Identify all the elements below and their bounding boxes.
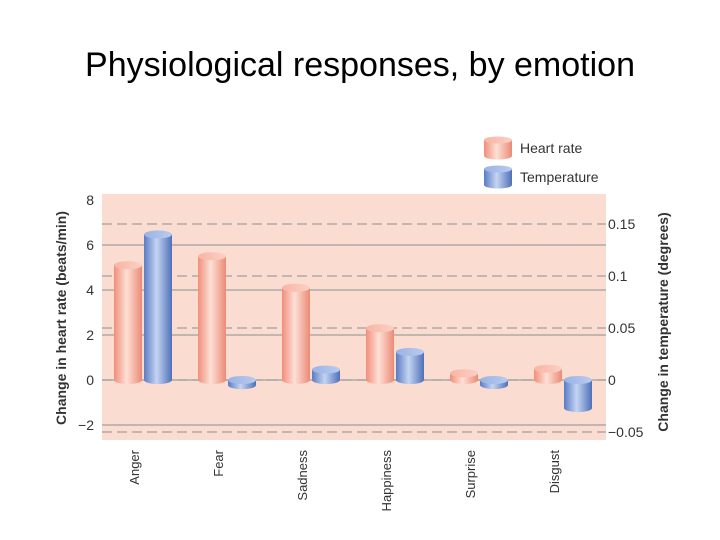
left-tick-label: 0 — [86, 372, 94, 388]
bars — [114, 230, 592, 413]
left-tick-label: −2 — [78, 417, 94, 433]
heart-rate-bar — [534, 364, 562, 384]
left-axis-title: Change in heart rate (beats/min) — [53, 211, 69, 425]
temperature-bar — [480, 376, 508, 389]
right-tick-label: 0 — [608, 372, 616, 388]
right-axis-title: Change in temperature (degrees) — [655, 212, 671, 431]
legend-swatch-temperature — [484, 165, 512, 189]
left-axis-ticks: −2 0 2 4 6 8 — [78, 192, 94, 433]
right-axis-ticks: −0.05 0 0.05 0.1 0.15 — [608, 216, 644, 440]
heart-rate-bar — [114, 261, 142, 384]
temperature-bar — [396, 347, 424, 384]
right-tick-label: 0.05 — [608, 320, 635, 336]
heart-rate-bar — [282, 283, 310, 384]
temperature-bar — [312, 365, 340, 384]
heart-rate-bar — [366, 324, 394, 384]
legend-label-temperature: Temperature — [520, 169, 599, 185]
temperature-bar — [228, 376, 256, 390]
temperature-bar — [564, 376, 592, 413]
category-label: Disgust — [547, 450, 562, 494]
heart-rate-bar — [450, 369, 478, 384]
temperature-bar — [144, 230, 172, 384]
grid-lines — [102, 223, 606, 433]
category-label: Sadness — [295, 450, 310, 501]
legend-label-heart-rate: Heart rate — [520, 140, 582, 156]
plot-background — [102, 194, 606, 440]
heart-rate-bar — [198, 252, 226, 384]
category-label: Happiness — [379, 450, 394, 512]
left-tick-label: 6 — [86, 237, 94, 253]
left-tick-label: 4 — [86, 282, 94, 298]
left-tick-label: 8 — [86, 192, 94, 208]
slide-title: Physiological responses, by emotion — [85, 46, 635, 84]
right-tick-label: −0.05 — [608, 424, 644, 440]
category-labels: Anger Fear Sadness Happiness Surprise Di… — [127, 449, 562, 511]
legend: Heart rate Temperature — [484, 136, 599, 189]
category-label: Fear — [211, 449, 226, 476]
category-label: Anger — [127, 449, 142, 484]
right-tick-label: 0.1 — [608, 268, 628, 284]
category-label: Surprise — [463, 450, 478, 498]
legend-swatch-heart-rate — [484, 136, 512, 160]
left-tick-label: 2 — [86, 327, 94, 343]
right-tick-label: 0.15 — [608, 216, 635, 232]
